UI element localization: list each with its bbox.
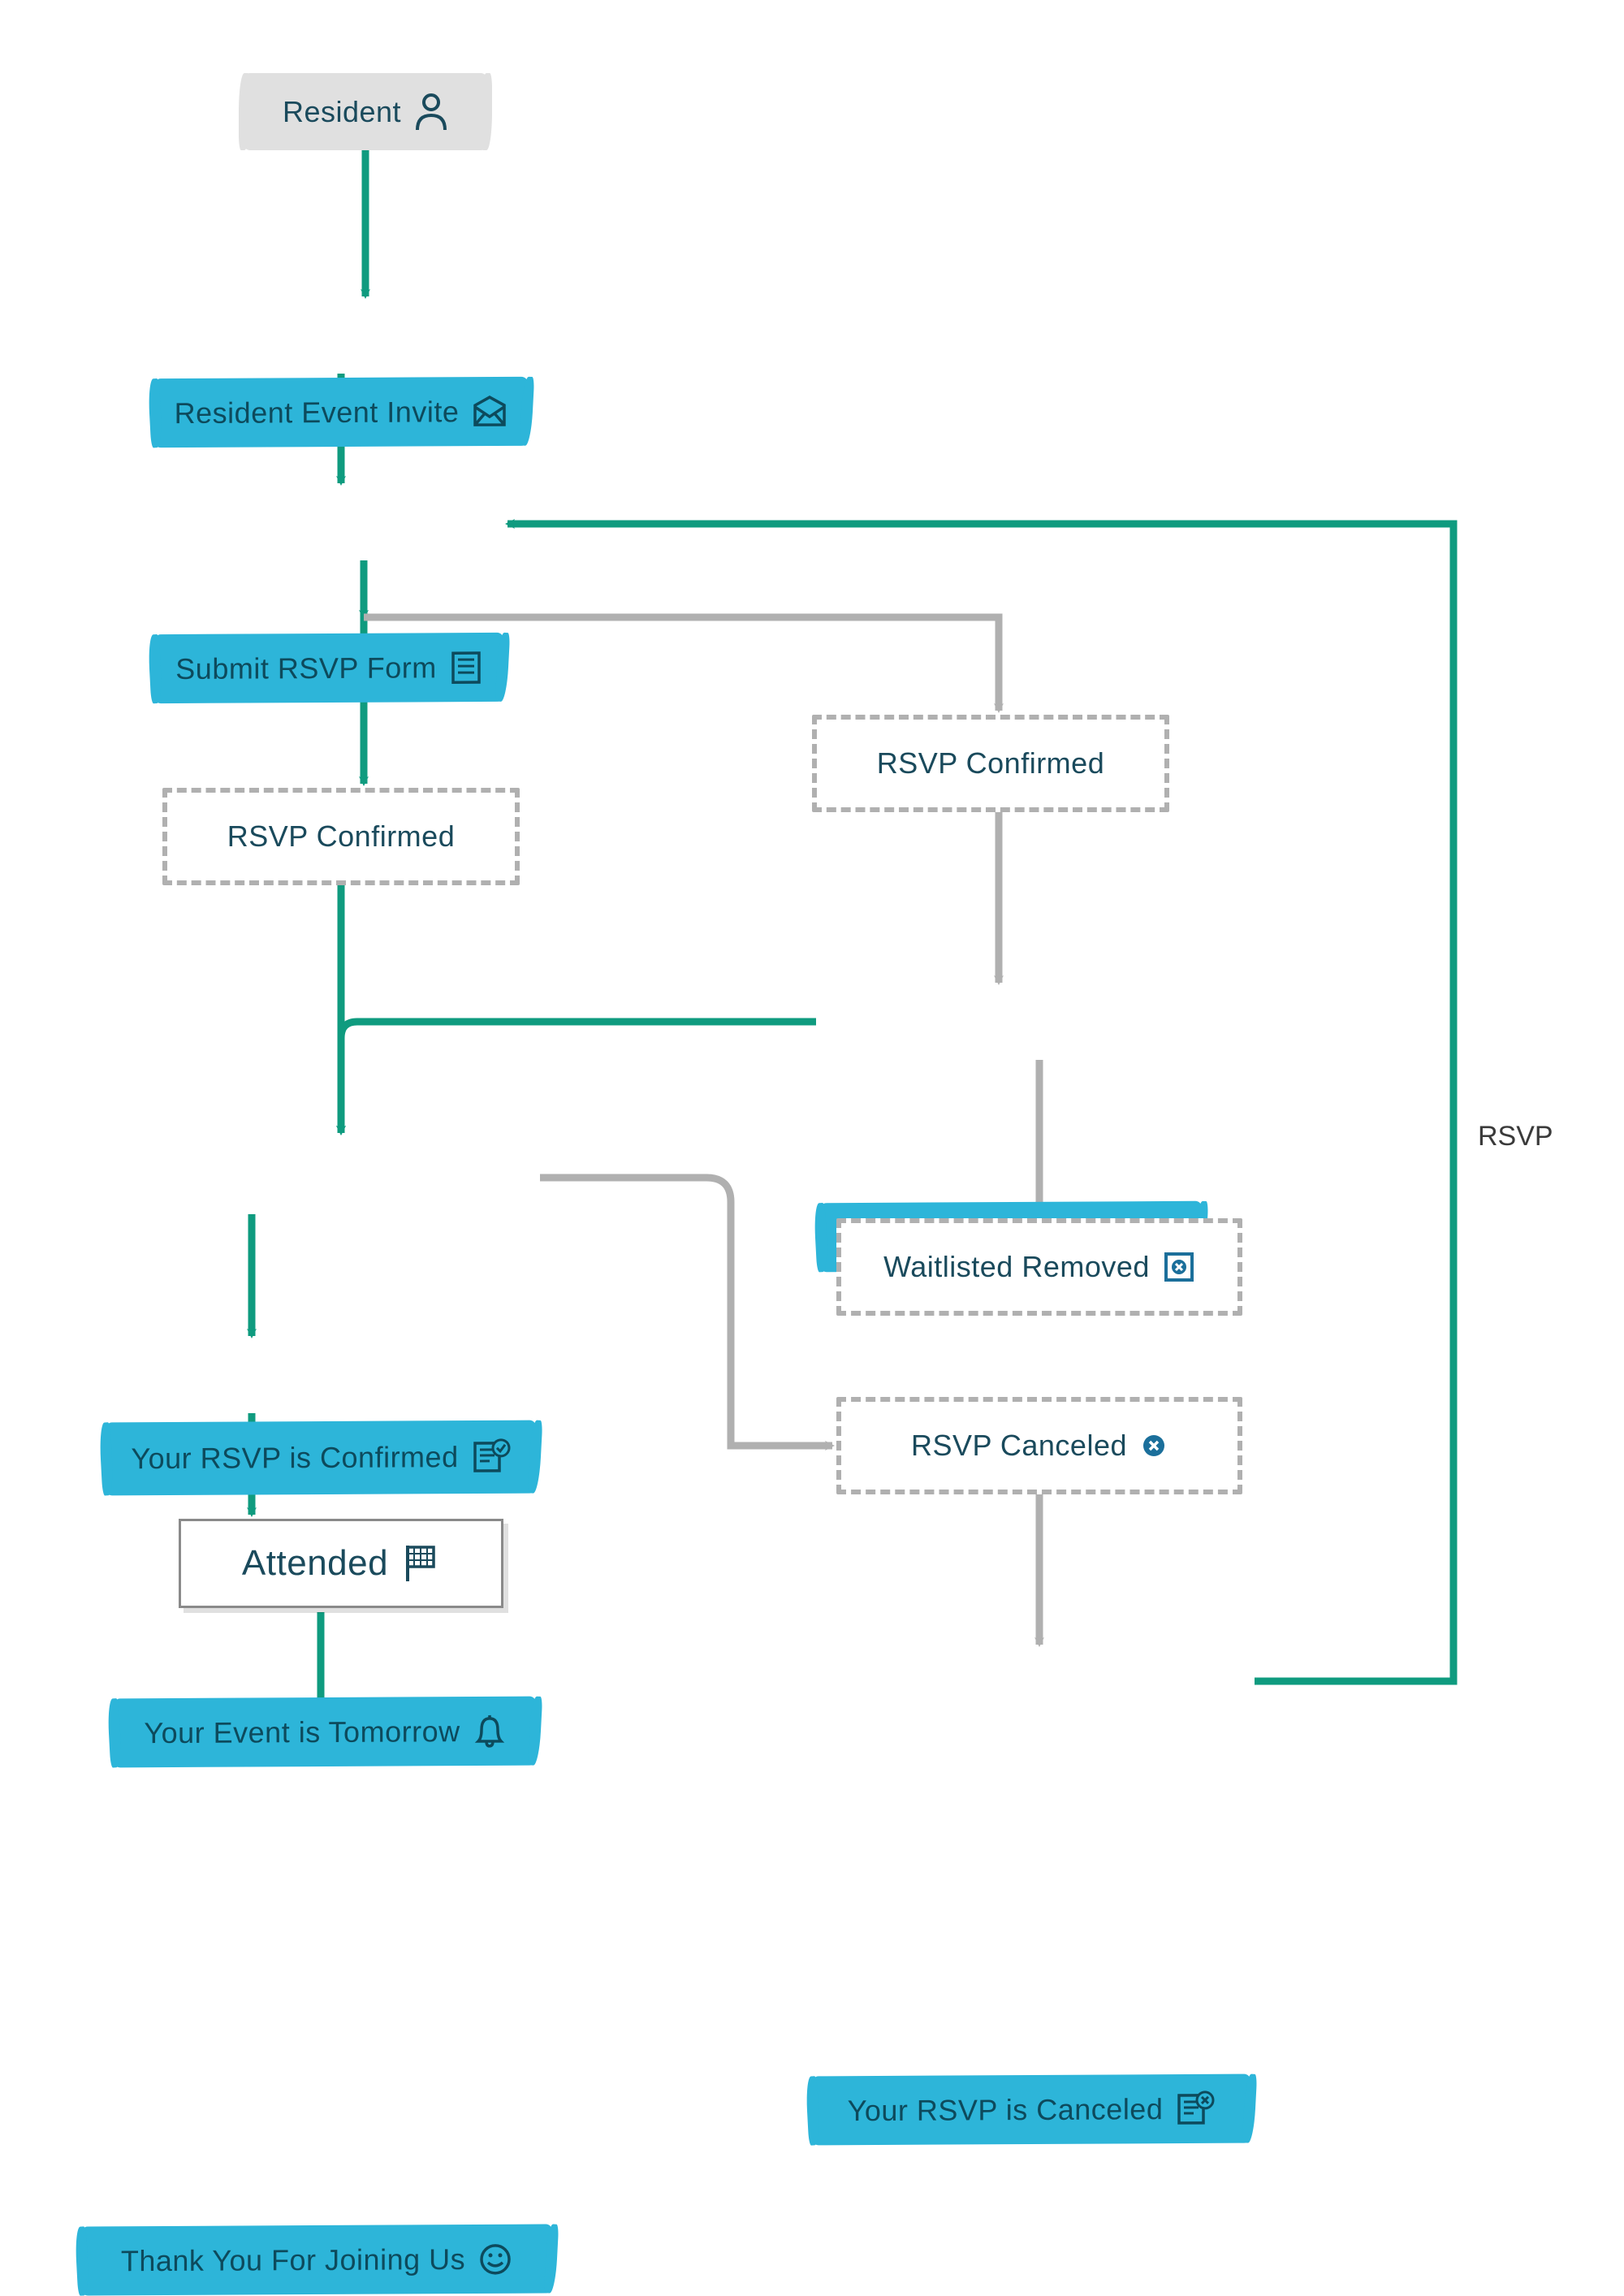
person-icon	[414, 93, 448, 132]
envelope-icon	[472, 395, 508, 427]
boxed-x-icon	[1163, 1251, 1195, 1283]
label-confirm-left: RSVP Confirmed	[227, 819, 455, 854]
edge-label-rsvp: RSVP	[1478, 1121, 1553, 1152]
form-x-icon	[1176, 2090, 1215, 2127]
node-confirm-left: RSVP Confirmed	[162, 788, 520, 885]
flag-icon	[401, 1542, 440, 1585]
node-rsvp-canceled: Your RSVP is Canceled	[812, 2074, 1250, 2146]
circle-x-icon	[1140, 1432, 1168, 1459]
label-submit: Submit RSVP Form	[175, 651, 436, 686]
edge-waitlisted-rsvpconfirmed	[341, 1022, 816, 1133]
label-rsvp-canceled-box: RSVP Canceled	[911, 1429, 1127, 1463]
flowchart-canvas: RSVP Resident Resident Event Invite Subm…	[0, 0, 1624, 1863]
node-invite: Resident Event Invite	[154, 377, 528, 448]
node-confirm-right: RSVP Confirmed	[812, 715, 1169, 812]
label-rsvp-canceled: Your RSVP is Canceled	[848, 2092, 1164, 2128]
label-resident: Resident	[283, 95, 401, 129]
node-waitlist-removed: Waitlisted Removed	[836, 1218, 1242, 1316]
label-invite: Resident Event Invite	[175, 395, 460, 430]
edge-rsvpconfirmed-canceledbox	[540, 1178, 832, 1446]
label-confirm-right: RSVP Confirmed	[877, 746, 1104, 780]
form-check-icon	[472, 1438, 511, 1476]
node-event-tomorrow: Your Event is Tomorrow	[114, 1697, 536, 1768]
node-attended: Attended	[179, 1519, 503, 1608]
bell-icon	[473, 1713, 506, 1749]
edge-canceled-submit	[508, 524, 1453, 1681]
label-waitlist-removed: Waitlisted Removed	[883, 1250, 1150, 1284]
node-thank-you: Thank You For Joining Us	[81, 2224, 552, 2295]
label-attended: Attended	[242, 1543, 388, 1584]
node-rsvp-confirmed: Your RSVP is Confirmed	[106, 1420, 536, 1496]
form-icon	[450, 650, 482, 685]
label-rsvp-confirmed: Your RSVP is Confirmed	[131, 1440, 458, 1476]
label-thank-you: Thank You For Joining Us	[121, 2242, 465, 2278]
node-submit: Submit RSVP Form	[154, 633, 503, 703]
label-event-tomorrow: Your Event is Tomorrow	[144, 1714, 460, 1750]
node-resident: Resident	[244, 73, 487, 150]
smile-icon	[478, 2242, 512, 2276]
node-rsvp-canceled-box: RSVP Canceled	[836, 1397, 1242, 1494]
